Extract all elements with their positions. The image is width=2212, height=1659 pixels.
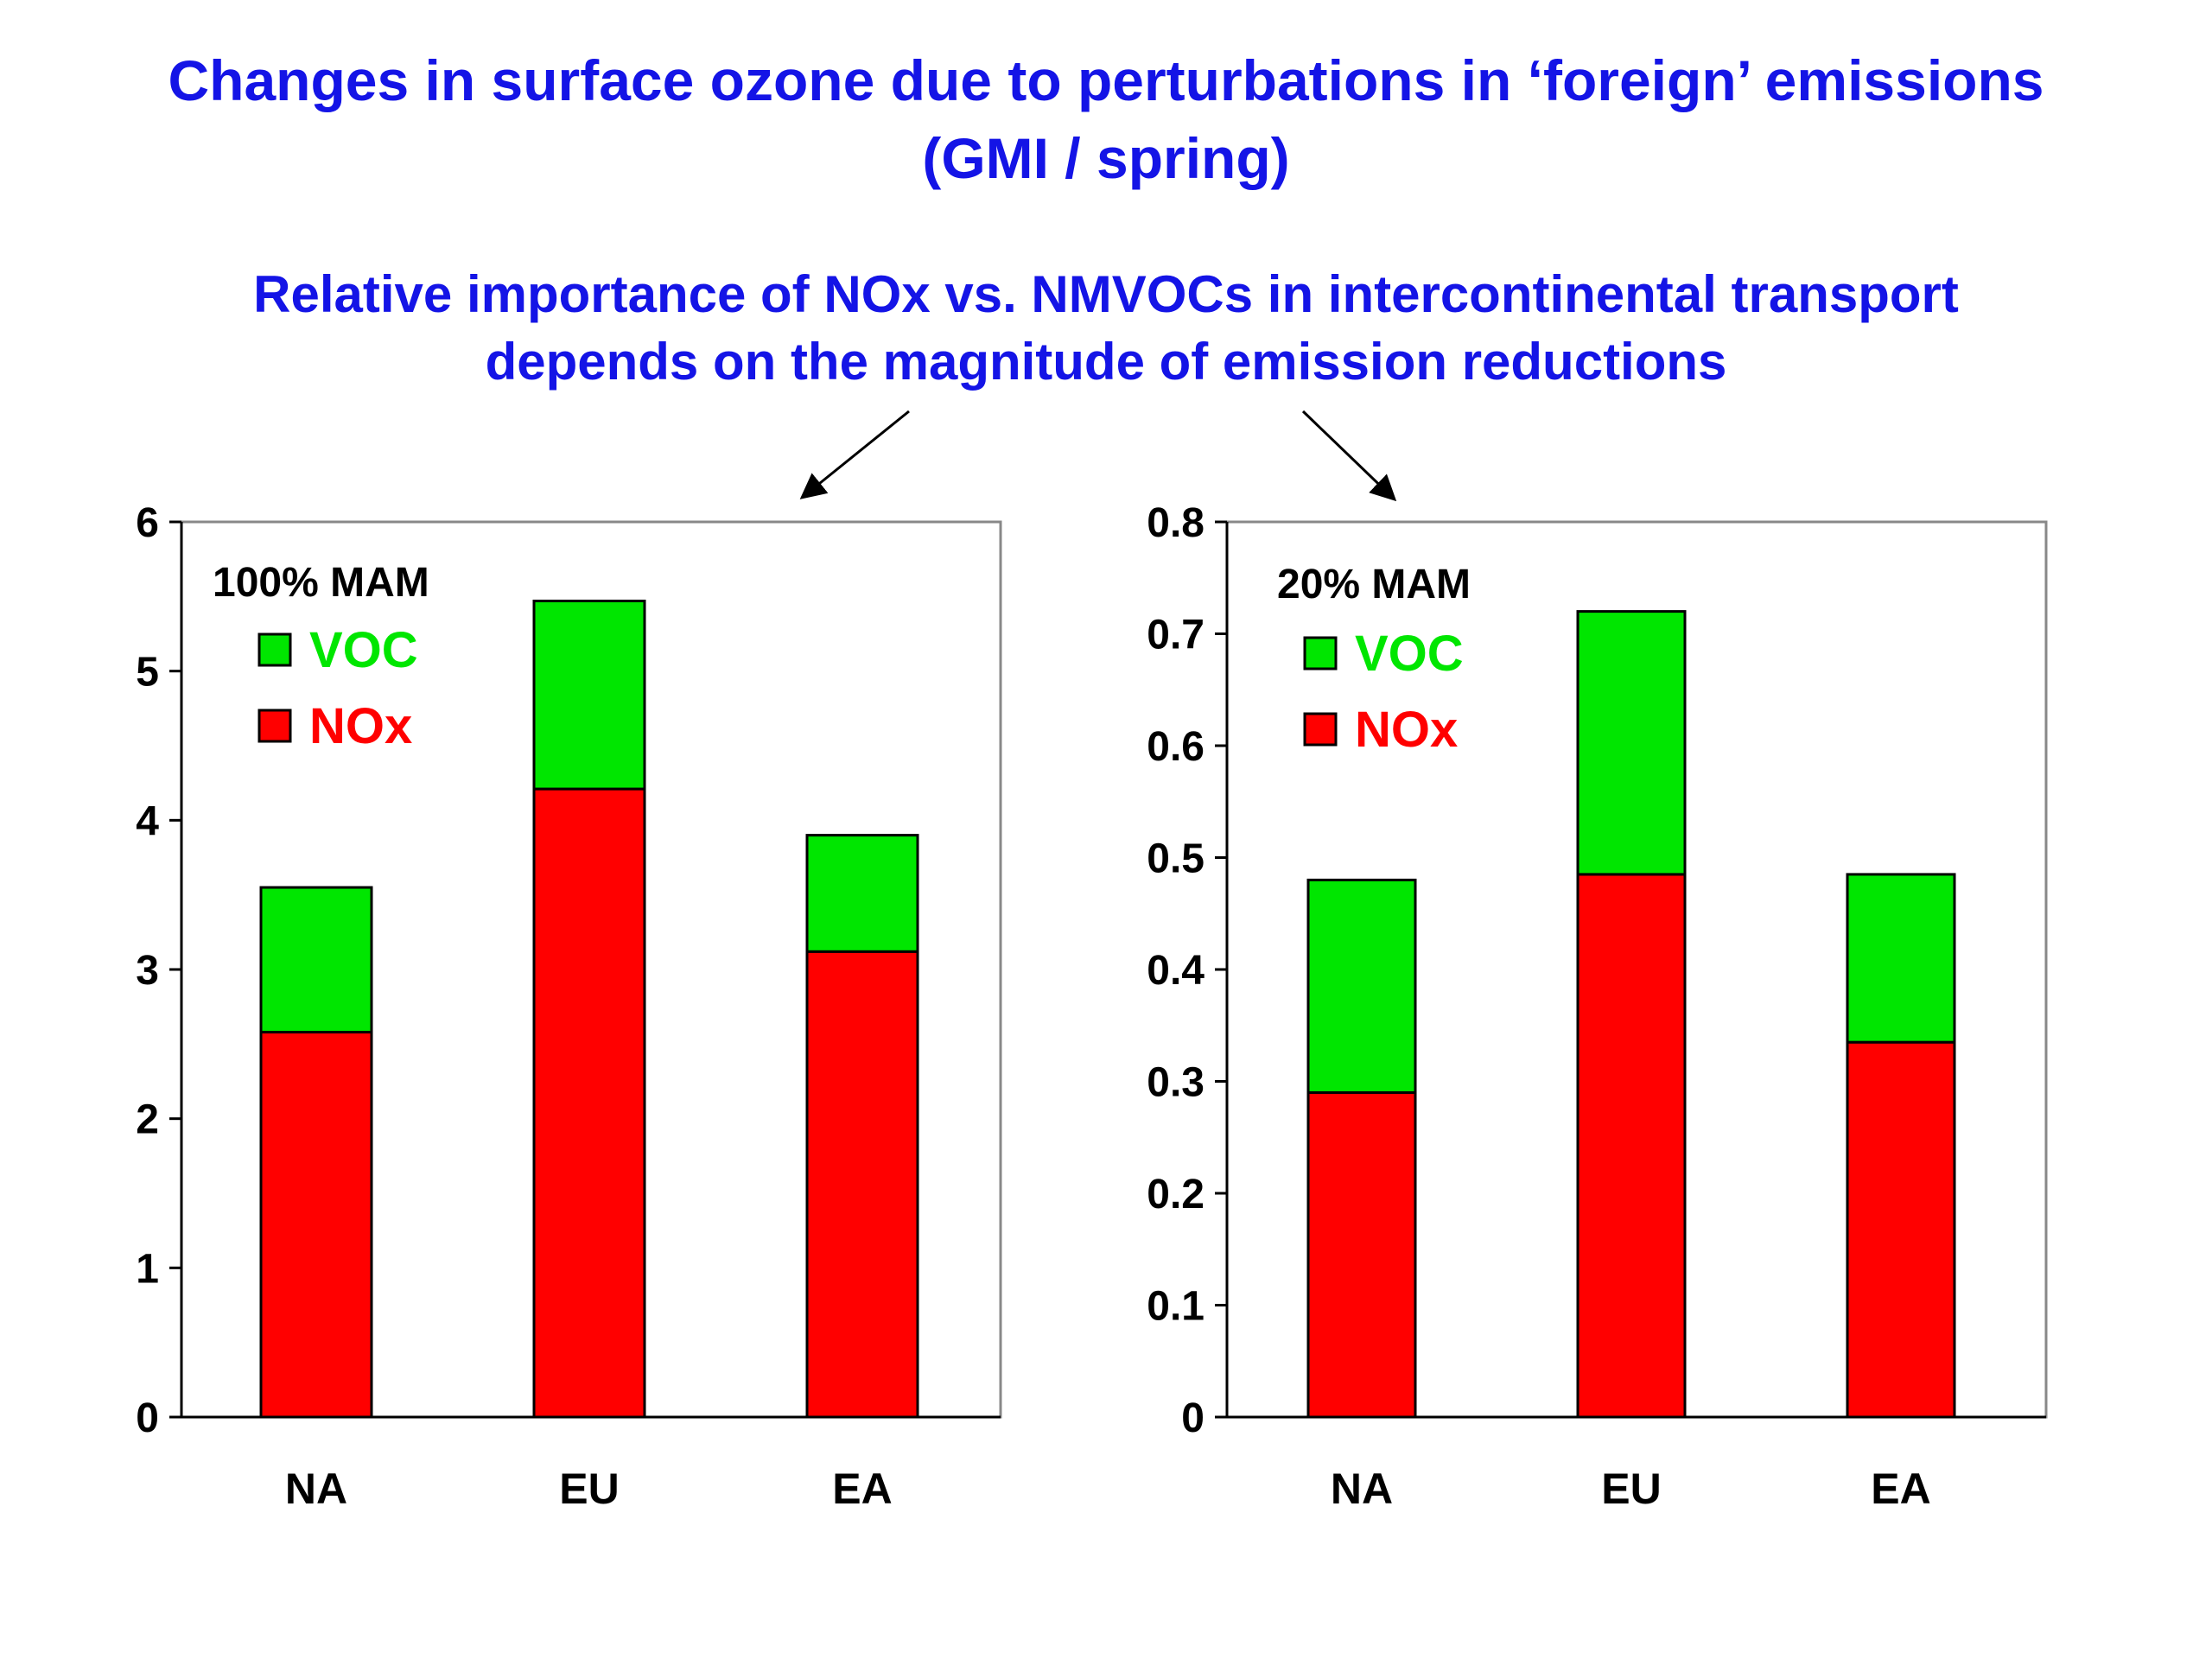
bar-nox-ea (805, 950, 919, 1419)
legend-label-voc: VOC (1355, 626, 1464, 682)
y-tick-label: 0.2 (1147, 1172, 1205, 1217)
x-category-label: NA (285, 1465, 347, 1513)
y-tick-label: 0.8 (1147, 500, 1205, 546)
chart-title: 20% MAM (1277, 562, 1471, 607)
bar-voc-ea (805, 834, 919, 953)
bar-voc-ea (1846, 873, 1956, 1044)
annotation-line-1: Relative importance of NOx vs. NMVOCs in… (253, 265, 1959, 323)
y-tick-label: 0 (1181, 1395, 1205, 1441)
annotation-line-2: depends on the magnitude of emission red… (485, 333, 1727, 391)
chart-100pct-mam: 0 1 2 3 4 5 6 NA EU EA 100% MAM VOC NOx (136, 500, 1002, 1513)
annotation-text: Relative importance of NOx vs. NMVOCs in… (0, 261, 2212, 396)
y-tick-label: 0.1 (1147, 1284, 1205, 1330)
legend-label-nox: NOx (1355, 702, 1458, 758)
bar-nox-na (259, 1031, 373, 1419)
arrow-to-left-chart (799, 410, 910, 499)
bar-voc-eu (1576, 610, 1687, 876)
y-tick-label: 0.3 (1147, 1060, 1205, 1106)
legend-label-nox: NOx (309, 698, 412, 754)
y-tick-label: 5 (136, 650, 159, 696)
title-line-1: Changes in surface ozone due to perturba… (168, 48, 2044, 112)
x-category-label: EU (1601, 1465, 1661, 1513)
bar-nox-ea (1846, 1040, 1956, 1419)
y-tick-label: 0.5 (1147, 836, 1205, 882)
y-tick-label: 0.4 (1147, 948, 1205, 994)
y-tick-label: 6 (136, 500, 159, 546)
x-category-label: EA (832, 1465, 892, 1513)
x-category-label: EA (1871, 1465, 1930, 1513)
y-tick-label: 3 (136, 948, 159, 994)
y-tick-label: 0.7 (1147, 613, 1205, 658)
y-tick-label: 2 (136, 1097, 159, 1143)
legend-swatch-nox (257, 709, 292, 743)
legend-swatch-voc (1303, 636, 1338, 671)
y-tick-label: 1 (136, 1246, 159, 1292)
bar-nox-eu (1576, 873, 1687, 1419)
bar-nox-eu (532, 787, 646, 1419)
arrow-to-right-chart (1301, 410, 1397, 502)
y-tick-label: 0.6 (1147, 724, 1205, 770)
bar-voc-eu (532, 600, 646, 791)
bar-voc-na (1306, 878, 1417, 1094)
x-category-label: NA (1331, 1465, 1393, 1513)
bar-nox-na (1306, 1090, 1417, 1419)
legend-swatch-nox (1303, 712, 1338, 747)
legend-swatch-voc (257, 632, 292, 667)
title-line-2: (GMI / spring) (922, 126, 1290, 190)
x-category-label: EU (559, 1465, 619, 1513)
chart-title: 100% MAM (213, 560, 429, 606)
bar-voc-na (259, 886, 373, 1034)
page-title: Changes in surface ozone due to perturba… (0, 41, 2212, 197)
legend-label-voc: VOC (309, 622, 418, 678)
y-tick-label: 0 (136, 1395, 159, 1441)
y-tick-label: 4 (136, 798, 159, 844)
chart-20pct-mam: 0 0.1 0.2 0.3 0.4 0.5 0.6 0.7 0.8 NA EU EA 20% MAM VO… (1147, 500, 2048, 1513)
